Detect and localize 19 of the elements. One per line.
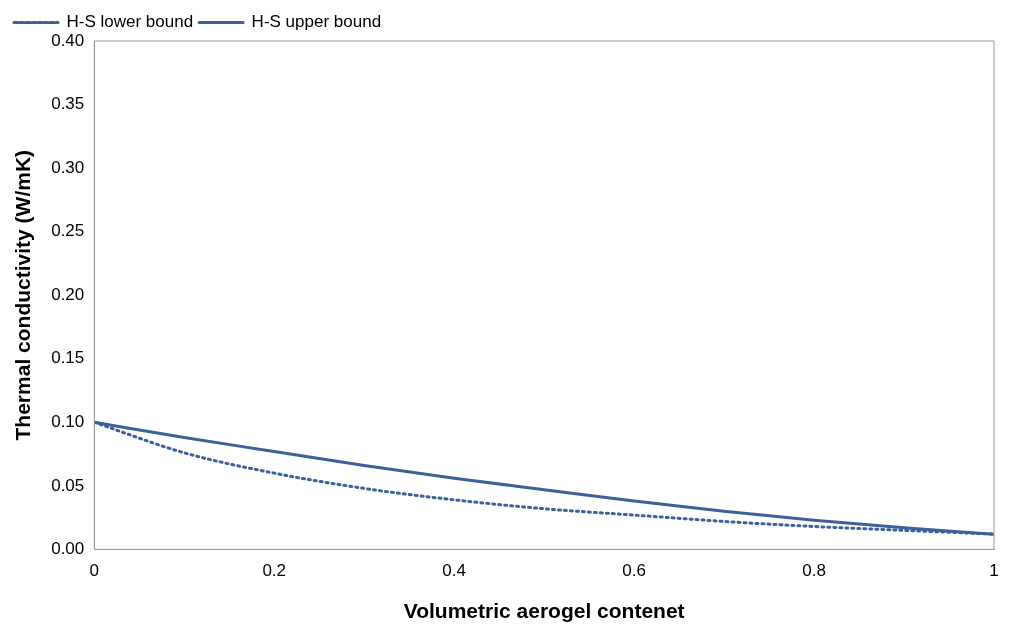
y-tick-label: 0.35: [51, 94, 85, 114]
y-tick-label: 0.15: [51, 348, 85, 368]
x-tick-label: 0.6: [622, 561, 646, 581]
y-tick-label: 0.10: [51, 411, 85, 431]
y-tick-label: 0.30: [51, 157, 85, 177]
legend-label: H-S lower bound: [66, 12, 194, 32]
legend-label: H-S upper bound: [251, 12, 382, 32]
y-tick-label: 0.20: [51, 284, 85, 304]
y-tick-label: 0.40: [51, 30, 85, 50]
x-tick-label: 0.8: [802, 561, 826, 581]
y-axis-title: Thermal conductivity (W/mK): [11, 149, 35, 441]
x-tick-label: 0.4: [442, 561, 466, 581]
y-tick-label: 0.25: [51, 221, 85, 241]
y-tick-label: 0.05: [51, 475, 85, 495]
x-axis-title: Volumetric aerogel contenet: [403, 599, 685, 623]
x-tick-label: 0.2: [262, 561, 287, 581]
x-tick-label: 1: [989, 561, 999, 581]
x-tick-label: 0: [89, 561, 100, 581]
y-tick-label: 0.00: [51, 539, 85, 559]
